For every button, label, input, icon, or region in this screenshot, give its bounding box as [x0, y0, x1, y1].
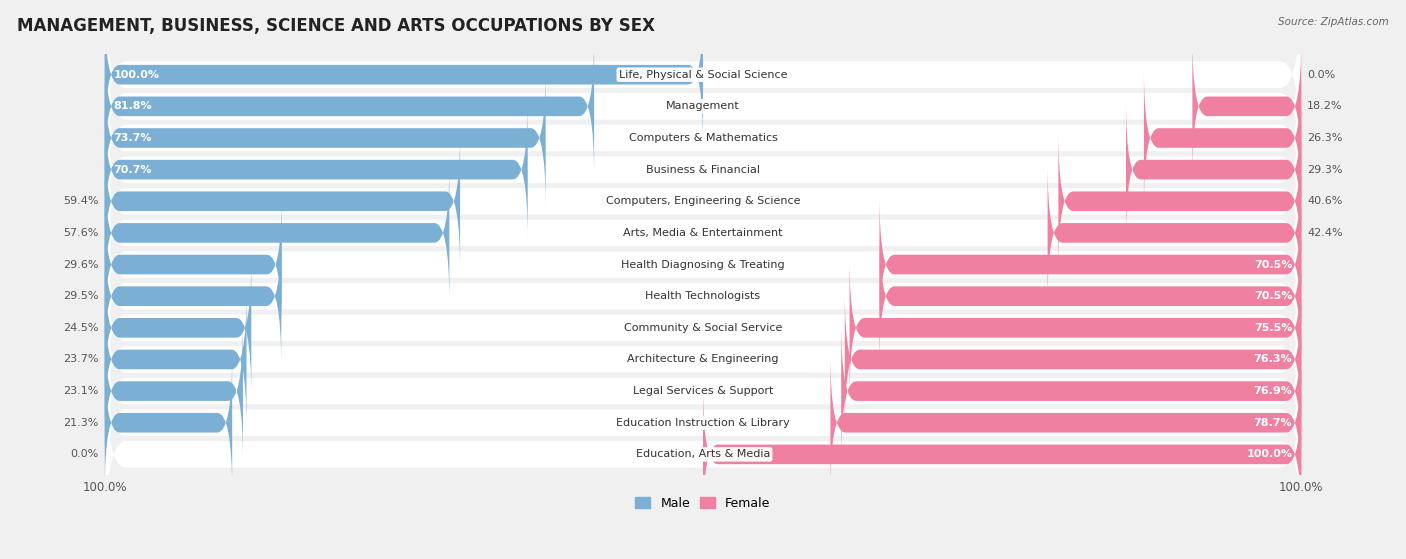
FancyBboxPatch shape	[104, 9, 1302, 204]
FancyBboxPatch shape	[880, 227, 1302, 366]
FancyBboxPatch shape	[104, 290, 246, 429]
FancyBboxPatch shape	[104, 40, 1302, 235]
Text: 81.8%: 81.8%	[114, 101, 152, 111]
FancyBboxPatch shape	[104, 322, 243, 461]
FancyBboxPatch shape	[104, 6, 703, 144]
FancyBboxPatch shape	[1126, 100, 1302, 239]
Text: Management: Management	[666, 101, 740, 111]
Text: 21.3%: 21.3%	[63, 418, 98, 428]
Text: 24.5%: 24.5%	[63, 323, 98, 333]
Text: Source: ZipAtlas.com: Source: ZipAtlas.com	[1278, 17, 1389, 27]
Text: 70.5%: 70.5%	[1254, 291, 1292, 301]
Text: 42.4%: 42.4%	[1308, 228, 1343, 238]
FancyBboxPatch shape	[104, 325, 1302, 520]
Text: 70.7%: 70.7%	[114, 164, 152, 174]
FancyBboxPatch shape	[849, 258, 1302, 397]
FancyBboxPatch shape	[104, 199, 1302, 394]
Text: 70.5%: 70.5%	[1254, 259, 1292, 269]
Text: Legal Services & Support: Legal Services & Support	[633, 386, 773, 396]
FancyBboxPatch shape	[104, 104, 1302, 299]
FancyBboxPatch shape	[1059, 132, 1302, 271]
Text: Education Instruction & Library: Education Instruction & Library	[616, 418, 790, 428]
Text: 78.7%: 78.7%	[1254, 418, 1292, 428]
Text: 23.7%: 23.7%	[63, 354, 98, 364]
Text: Education, Arts & Media: Education, Arts & Media	[636, 449, 770, 459]
Text: 29.3%: 29.3%	[1308, 164, 1343, 174]
FancyBboxPatch shape	[104, 100, 527, 239]
Text: MANAGEMENT, BUSINESS, SCIENCE AND ARTS OCCUPATIONS BY SEX: MANAGEMENT, BUSINESS, SCIENCE AND ARTS O…	[17, 17, 655, 35]
Text: 57.6%: 57.6%	[63, 228, 98, 238]
FancyBboxPatch shape	[1192, 37, 1302, 176]
FancyBboxPatch shape	[104, 262, 1302, 457]
Text: 23.1%: 23.1%	[63, 386, 98, 396]
FancyBboxPatch shape	[104, 0, 1302, 172]
Text: Life, Physical & Social Science: Life, Physical & Social Science	[619, 70, 787, 80]
Text: 100.0%: 100.0%	[1246, 449, 1292, 459]
FancyBboxPatch shape	[104, 167, 1302, 362]
FancyBboxPatch shape	[841, 322, 1302, 461]
Text: Health Technologists: Health Technologists	[645, 291, 761, 301]
FancyBboxPatch shape	[104, 37, 595, 176]
FancyBboxPatch shape	[1047, 164, 1302, 302]
Text: Community & Social Service: Community & Social Service	[624, 323, 782, 333]
FancyBboxPatch shape	[104, 69, 546, 207]
Text: 0.0%: 0.0%	[1308, 70, 1336, 80]
FancyBboxPatch shape	[104, 227, 281, 366]
Text: 29.6%: 29.6%	[63, 259, 98, 269]
FancyBboxPatch shape	[104, 132, 460, 271]
FancyBboxPatch shape	[831, 353, 1302, 492]
FancyBboxPatch shape	[104, 353, 232, 492]
FancyBboxPatch shape	[104, 195, 281, 334]
Text: 29.5%: 29.5%	[63, 291, 98, 301]
Text: 75.5%: 75.5%	[1254, 323, 1292, 333]
Text: Health Diagnosing & Treating: Health Diagnosing & Treating	[621, 259, 785, 269]
Text: 0.0%: 0.0%	[70, 449, 98, 459]
Text: Computers & Mathematics: Computers & Mathematics	[628, 133, 778, 143]
FancyBboxPatch shape	[1144, 69, 1302, 207]
Text: 76.3%: 76.3%	[1254, 354, 1292, 364]
Text: 18.2%: 18.2%	[1308, 101, 1343, 111]
Text: 73.7%: 73.7%	[114, 133, 152, 143]
FancyBboxPatch shape	[104, 164, 450, 302]
Legend: Male, Female: Male, Female	[630, 492, 776, 515]
Text: 26.3%: 26.3%	[1308, 133, 1343, 143]
Text: 100.0%: 100.0%	[114, 70, 160, 80]
FancyBboxPatch shape	[104, 293, 1302, 489]
Text: Architecture & Engineering: Architecture & Engineering	[627, 354, 779, 364]
Text: 59.4%: 59.4%	[63, 196, 98, 206]
FancyBboxPatch shape	[880, 195, 1302, 334]
FancyBboxPatch shape	[104, 258, 252, 397]
Text: Arts, Media & Entertainment: Arts, Media & Entertainment	[623, 228, 783, 238]
FancyBboxPatch shape	[104, 357, 1302, 552]
Text: Computers, Engineering & Science: Computers, Engineering & Science	[606, 196, 800, 206]
FancyBboxPatch shape	[104, 230, 1302, 425]
Text: 40.6%: 40.6%	[1308, 196, 1343, 206]
FancyBboxPatch shape	[845, 290, 1302, 429]
FancyBboxPatch shape	[104, 72, 1302, 267]
FancyBboxPatch shape	[703, 385, 1302, 524]
Text: 76.9%: 76.9%	[1253, 386, 1292, 396]
FancyBboxPatch shape	[104, 135, 1302, 330]
Text: Business & Financial: Business & Financial	[645, 164, 761, 174]
